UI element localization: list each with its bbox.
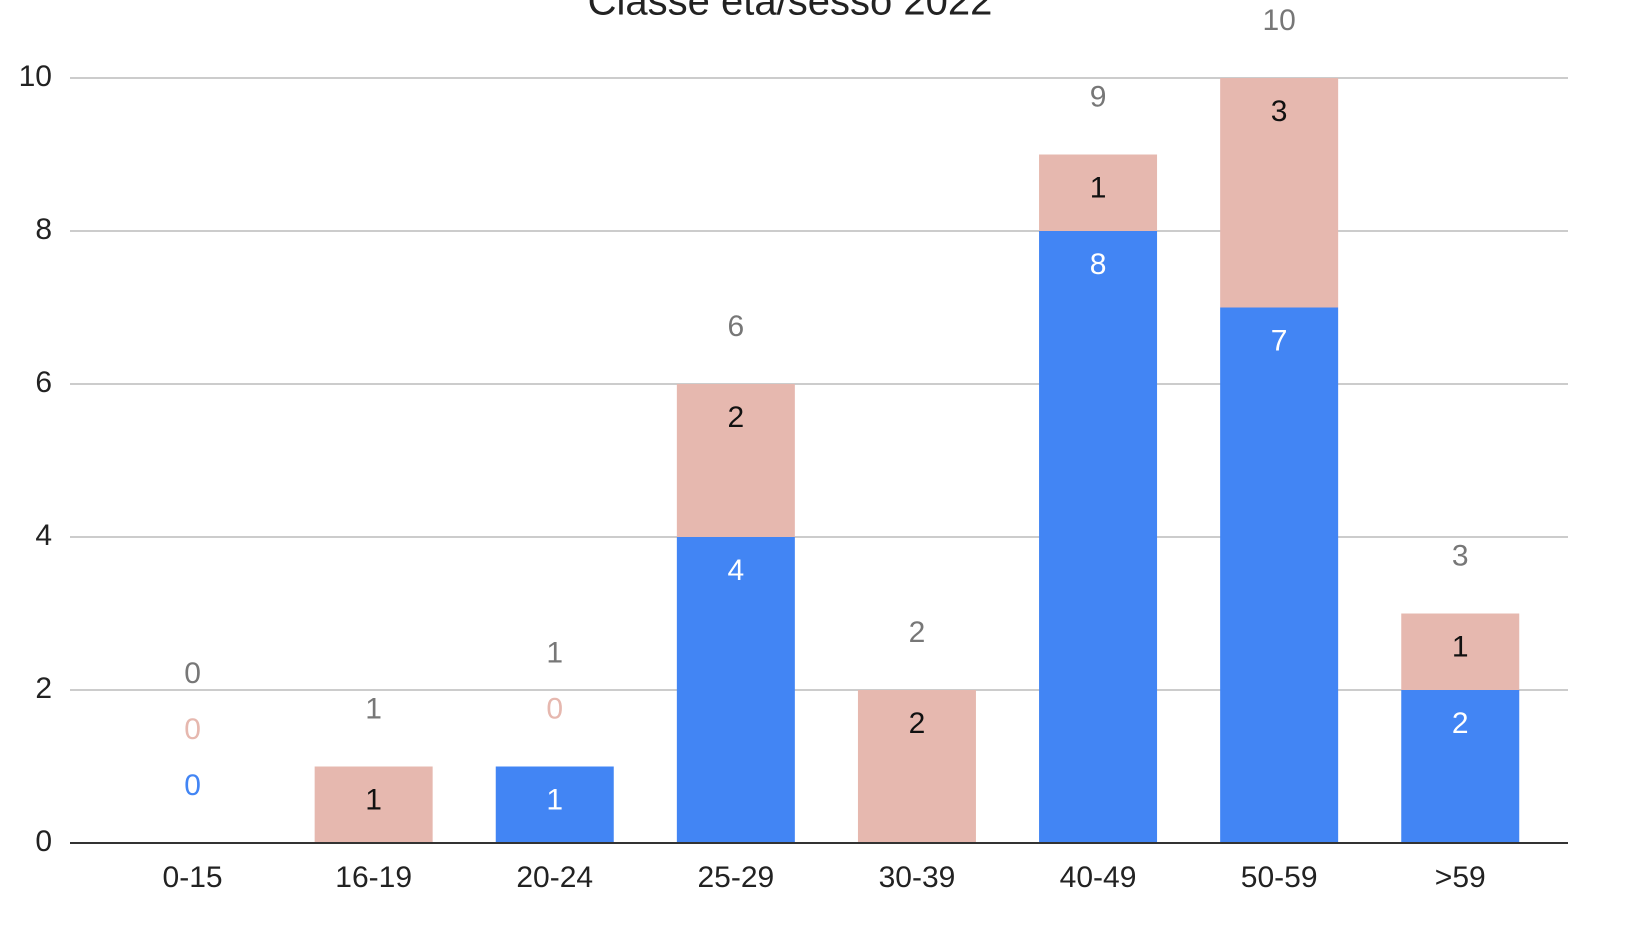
data-label: 7 — [1271, 324, 1288, 357]
x-tick-label: 40-49 — [1060, 861, 1137, 894]
data-label: 2 — [1452, 707, 1469, 740]
bar-segment — [314, 766, 433, 843]
bar-segment — [1220, 307, 1339, 843]
bar-segment — [1220, 78, 1339, 308]
data-label: 0 — [184, 769, 201, 802]
total-label: 6 — [728, 310, 745, 343]
y-tick-label: 0 — [35, 825, 52, 858]
total-label: 0 — [184, 657, 201, 690]
bar-segment — [495, 766, 614, 843]
x-tick-label: 0-15 — [163, 861, 223, 894]
x-tick-label: 16-19 — [335, 861, 412, 894]
total-label: 2 — [909, 616, 926, 649]
y-tick-label: 8 — [35, 213, 52, 246]
data-label: 8 — [1090, 248, 1107, 281]
x-tick-label: 25-29 — [697, 861, 774, 894]
total-label: 10 — [1262, 4, 1295, 37]
bar-segment — [1401, 690, 1520, 843]
data-label: 0 — [546, 692, 563, 725]
x-tick-label: 50-59 — [1241, 861, 1318, 894]
bar-segment — [1039, 231, 1158, 843]
x-tick-label: >59 — [1435, 861, 1486, 894]
y-tick-label: 10 — [19, 60, 52, 93]
y-tick-label: 4 — [35, 519, 52, 552]
data-label: 1 — [546, 783, 563, 816]
bar-segment — [676, 384, 795, 537]
data-label: 1 — [1452, 630, 1469, 663]
total-label: 1 — [365, 692, 382, 725]
total-label: 1 — [546, 636, 563, 669]
bar-segment — [1401, 613, 1520, 690]
x-tick-label: 30-39 — [879, 861, 956, 894]
total-label: 9 — [1090, 80, 1107, 113]
data-label: 3 — [1271, 95, 1288, 128]
data-label: 4 — [728, 554, 745, 587]
total-label: 3 — [1452, 539, 1469, 572]
data-label: 1 — [365, 783, 382, 816]
y-tick-label: 6 — [35, 366, 52, 399]
data-label: 2 — [909, 707, 926, 740]
chart-title: Classe età/sesso 2022 — [588, 0, 993, 24]
data-label: 2 — [728, 401, 745, 434]
x-tick-label: 20-24 — [516, 861, 593, 894]
bar-segment — [676, 537, 795, 843]
data-label: 1 — [1090, 171, 1107, 204]
bar-segment — [1039, 154, 1158, 231]
data-label: 0 — [184, 713, 201, 746]
y-tick-label: 2 — [35, 672, 52, 705]
bar-segment — [857, 690, 976, 843]
